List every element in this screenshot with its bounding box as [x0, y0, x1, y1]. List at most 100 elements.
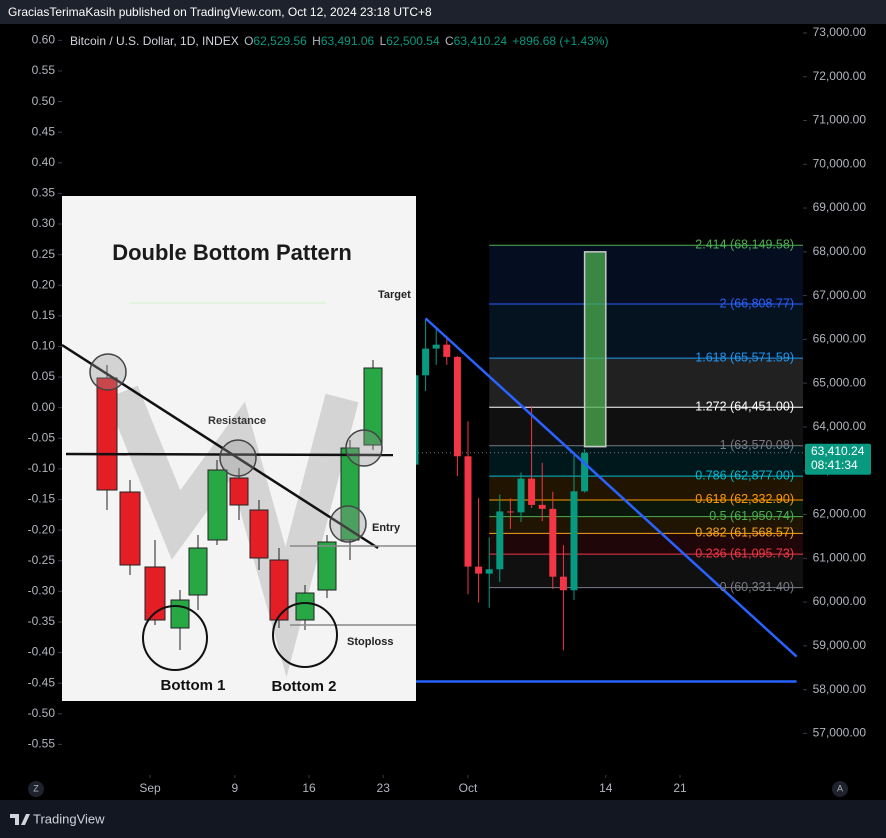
- candle-body: [464, 456, 472, 567]
- fib-zone: [489, 533, 803, 555]
- fib-label: 0.786 (62,877.00): [695, 468, 794, 482]
- legend-key: C: [445, 34, 454, 48]
- inset-label: Bottom 2: [272, 678, 337, 695]
- x-tick-label: Sep: [139, 781, 161, 795]
- y2-tick-label: 0.55: [32, 63, 56, 77]
- candle-body: [506, 511, 514, 513]
- brand[interactable]: TradingView: [33, 811, 105, 826]
- x-tick-label: 16: [302, 781, 316, 795]
- fib-label: 0 (60,331.40): [720, 580, 794, 594]
- inset-label: Resistance: [208, 415, 266, 427]
- fib-label: 1.618 (65,571.59): [695, 350, 794, 364]
- legend-value: 63,491.06: [321, 34, 375, 48]
- fib-label: 0.618 (62,332.90): [695, 492, 794, 506]
- y-tick-label: 67,000.00: [813, 288, 867, 302]
- legend-key: L: [380, 34, 387, 48]
- fib-zone: [489, 499, 803, 517]
- y2-tick-label: 0.60: [32, 33, 56, 47]
- legend-key: H: [312, 34, 321, 48]
- inset-image: Double Bottom Pattern Target Resistance …: [62, 196, 416, 701]
- y-tick-label: 69,000.00: [813, 200, 867, 214]
- x-tick-label: Oct: [459, 781, 478, 795]
- y2-tick-label: -0.05: [28, 430, 56, 444]
- y2-tick-label: -0.35: [28, 614, 56, 628]
- fib-label: 0.5 (61,950.74): [709, 509, 794, 523]
- fib-zone: [489, 358, 803, 408]
- fib-label: 1.272 (64,451.00): [695, 400, 794, 414]
- inset-label: Entry: [372, 522, 401, 534]
- header-bar: [0, 0, 886, 24]
- x-tick-label: 9: [231, 781, 238, 795]
- inset-label: Bottom 1: [161, 677, 226, 694]
- scale-button[interactable]: [28, 781, 44, 797]
- y-tick-label: 71,000.00: [813, 113, 867, 127]
- legend-change: +896.68 (+1.43%): [512, 34, 608, 48]
- y2-tick-label: -0.45: [28, 675, 56, 689]
- y-tick-label: 73,000.00: [813, 25, 867, 39]
- neckline: [65, 452, 394, 457]
- legend-symbol: Bitcoin / U.S. Dollar, 1D, INDEX: [70, 34, 239, 48]
- legend-value: 63,410.24: [454, 34, 508, 48]
- candle-body: [549, 508, 557, 577]
- y2-tick-label: 0.15: [32, 308, 56, 322]
- target-box: [583, 251, 607, 448]
- bottom-circle: [142, 605, 208, 671]
- scale-button-label: Z: [33, 783, 39, 793]
- fib-label: 2 (66,808.77): [720, 296, 794, 310]
- y2-tick-label: 0.45: [32, 124, 56, 138]
- candle-body: [581, 452, 589, 492]
- candle-body: [485, 569, 493, 574]
- y2-tick-label: 0.40: [32, 155, 56, 169]
- candle-body: [496, 511, 504, 570]
- fib-zone: [489, 245, 803, 304]
- y-tick-label: 68,000.00: [813, 244, 867, 258]
- legend-value: 62,500.54: [386, 34, 440, 48]
- candle-body: [432, 344, 440, 349]
- fib-zone: [489, 476, 803, 500]
- footer-bar: [0, 800, 886, 838]
- candle-body: [559, 576, 567, 591]
- candle-body: [475, 566, 483, 574]
- legend-key: O: [244, 34, 253, 48]
- y2-tick-label: -0.20: [28, 522, 56, 536]
- legend-value: 62,529.56: [253, 34, 307, 48]
- y2-tick-label: 0.35: [32, 186, 56, 200]
- y-tick-label: 66,000.00: [813, 332, 867, 346]
- brand-logo: [10, 814, 30, 825]
- inset-title: Double Bottom Pattern: [112, 240, 352, 265]
- y-tick-label: 65,000.00: [813, 375, 867, 389]
- y-tick-label: 72,000.00: [813, 69, 867, 83]
- candle-body: [453, 356, 461, 457]
- touch-circles: [89, 353, 383, 543]
- inset-label: Stoploss: [347, 636, 393, 648]
- scale-button[interactable]: [832, 781, 848, 797]
- fib-zone: [489, 407, 803, 446]
- fib-label: 2.414 (68,149.58): [695, 238, 794, 252]
- y-tick-label: 59,000.00: [813, 638, 867, 652]
- y-tick-label: 60,000.00: [813, 594, 867, 608]
- fib-label: 0.382 (61,568.57): [695, 526, 794, 540]
- y2-tick-label: -0.15: [28, 492, 56, 506]
- y2-tick-label: 0.20: [32, 277, 56, 291]
- candle-body: [422, 348, 430, 376]
- candle-body: [538, 504, 546, 509]
- fib-label: 0.236 (61,095.73): [695, 546, 794, 560]
- header-title: GraciasTerimaKasih published on TradingV…: [8, 5, 432, 19]
- x-tick-label: 21: [673, 781, 687, 795]
- y2-tick-label: -0.25: [28, 553, 56, 567]
- candle-body: [517, 478, 525, 513]
- y2-tick-label: 0.00: [32, 400, 56, 414]
- y2-tick-label: -0.10: [28, 461, 56, 475]
- y2-tick-label: 0.25: [32, 247, 56, 261]
- y-tick-label: 62,000.00: [813, 507, 867, 521]
- fib-zone: [489, 445, 803, 477]
- y-tick-label: 70,000.00: [813, 156, 867, 170]
- candle-body: [443, 344, 451, 357]
- x-tick-label: 23: [377, 781, 391, 795]
- price-label: 63,410.24: [811, 444, 865, 458]
- fib-zone: [489, 554, 803, 588]
- candle-body: [528, 478, 536, 505]
- y2-tick-label: -0.50: [28, 706, 56, 720]
- y2-tick-label: -0.40: [28, 645, 56, 659]
- y2-tick-label: 0.50: [32, 94, 56, 108]
